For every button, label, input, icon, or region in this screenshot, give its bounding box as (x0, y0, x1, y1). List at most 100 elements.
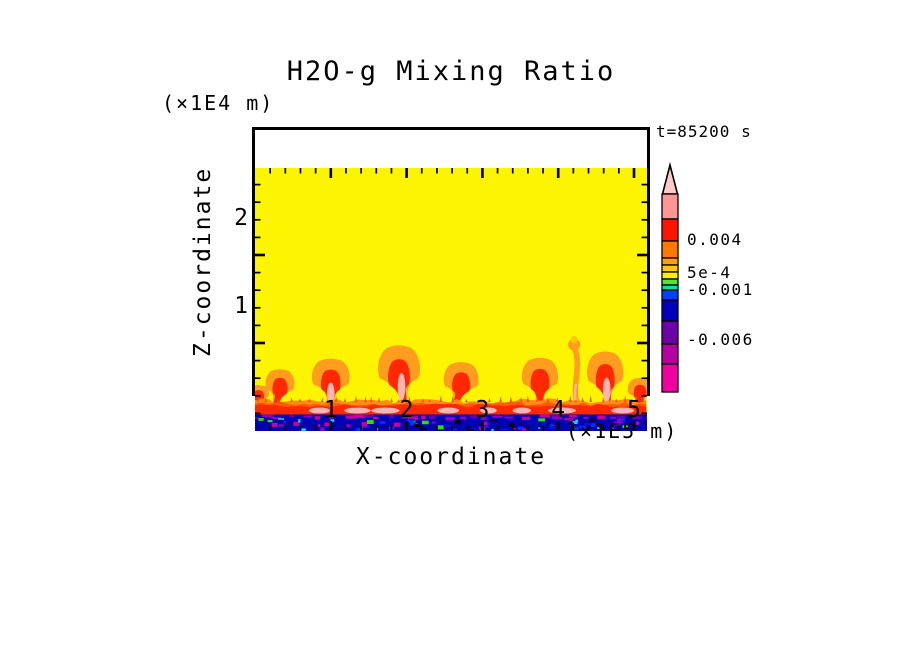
surface-spike (624, 395, 627, 402)
band-speckle (421, 420, 429, 425)
band-speckle (544, 423, 552, 427)
surface-spike (390, 398, 393, 402)
band-speckle (571, 426, 579, 431)
band-speckle (330, 419, 335, 423)
surface-spike (602, 397, 605, 402)
surface-blob (437, 407, 460, 414)
band-speckle (491, 428, 494, 431)
band-speckle (258, 418, 264, 421)
surface-spike (556, 397, 559, 402)
band-speckle (564, 418, 569, 421)
band-speckle (609, 416, 617, 419)
colorbar-segment (661, 343, 679, 365)
colorbar-label: -0.001 (687, 280, 754, 299)
surface-spike (377, 396, 381, 402)
band-speckle (255, 417, 260, 420)
colorbar-segment (661, 218, 679, 242)
band-speckle (549, 425, 556, 429)
band-speckle (541, 422, 547, 425)
band-speckle (314, 416, 321, 420)
band-speckle (590, 423, 596, 427)
band-speckle (393, 422, 401, 427)
colorbar-segment (661, 320, 679, 345)
surface-blob (371, 407, 400, 414)
plume-inner (272, 377, 288, 408)
band-speckle (632, 416, 643, 420)
band-speckle (645, 416, 647, 420)
band-speckle (575, 419, 579, 422)
colorbar-label: 5e-4 (687, 263, 732, 282)
band-speckle (538, 418, 546, 422)
band-speckle (414, 423, 421, 428)
band-speckle (389, 414, 394, 419)
band-speckle (353, 428, 357, 431)
band-speckle (262, 414, 274, 418)
band-speckle (317, 424, 321, 427)
surface-spike (321, 397, 324, 402)
band-speckle (277, 419, 284, 422)
surface-spike (421, 398, 425, 402)
band-speckle (441, 418, 444, 422)
colorbar-label: 0.004 (687, 230, 743, 249)
band-speckle (299, 428, 306, 431)
surface-spike (569, 395, 572, 402)
surface-spike (465, 398, 468, 402)
band-speckle (622, 425, 628, 429)
x-tick-label-3: 3 (475, 397, 490, 423)
band-speckle (447, 424, 454, 427)
band-speckle (443, 424, 448, 428)
surface-spike (397, 399, 400, 402)
band-speckle (617, 418, 623, 424)
colorbar-segment (661, 240, 679, 259)
band-speckle (480, 416, 487, 421)
surface-blob (480, 407, 497, 414)
surface-spike (298, 398, 302, 402)
band-speckle (509, 422, 515, 427)
plot-area (252, 127, 650, 431)
surface-spike (509, 396, 513, 402)
band-speckle (625, 426, 628, 431)
band-speckle (613, 421, 621, 426)
band-speckle (361, 422, 367, 426)
band-speckle (389, 418, 392, 421)
surface-blob (547, 407, 577, 414)
band-speckle (482, 421, 488, 425)
band-speckle (568, 414, 577, 418)
colorbar-label: -0.006 (687, 330, 754, 349)
band-speckle (610, 427, 615, 430)
band-speckle (521, 428, 527, 431)
y-tick-label-1: 1 (234, 293, 248, 319)
surface-blob (512, 407, 532, 414)
band-speckle (278, 424, 284, 427)
band-speckle (421, 415, 426, 420)
x-axis-unit-label: (×1E5 m) (566, 419, 679, 443)
surface-spike (290, 397, 293, 402)
band-speckle (584, 423, 591, 426)
band-speckle (539, 414, 550, 418)
colorbar-arrow-tip (661, 161, 679, 195)
surface-spike (581, 397, 584, 402)
surface-spike (308, 398, 311, 402)
band-speckle (410, 421, 415, 426)
x-tick-label-4: 4 (551, 397, 566, 423)
x-axis-title: X-coordinate (355, 444, 547, 470)
band-speckle (620, 419, 626, 422)
surface-spike (276, 397, 280, 402)
surface-spike (642, 395, 645, 402)
band-speckle (379, 421, 386, 424)
y-axis-title: Z-coordinate (190, 166, 216, 357)
surface-spike (364, 396, 367, 402)
surface-spike (334, 395, 338, 402)
plume-inner (530, 368, 550, 408)
band-speckle (512, 427, 516, 430)
surface-spike (369, 396, 373, 402)
band-speckle (545, 422, 551, 424)
band-speckle (278, 418, 284, 421)
band-speckle (365, 414, 374, 418)
band-speckle (419, 428, 427, 431)
band-speckle (288, 421, 294, 425)
field-background (255, 168, 647, 431)
colorbar-segment (661, 289, 679, 301)
band-speckle (521, 416, 531, 421)
